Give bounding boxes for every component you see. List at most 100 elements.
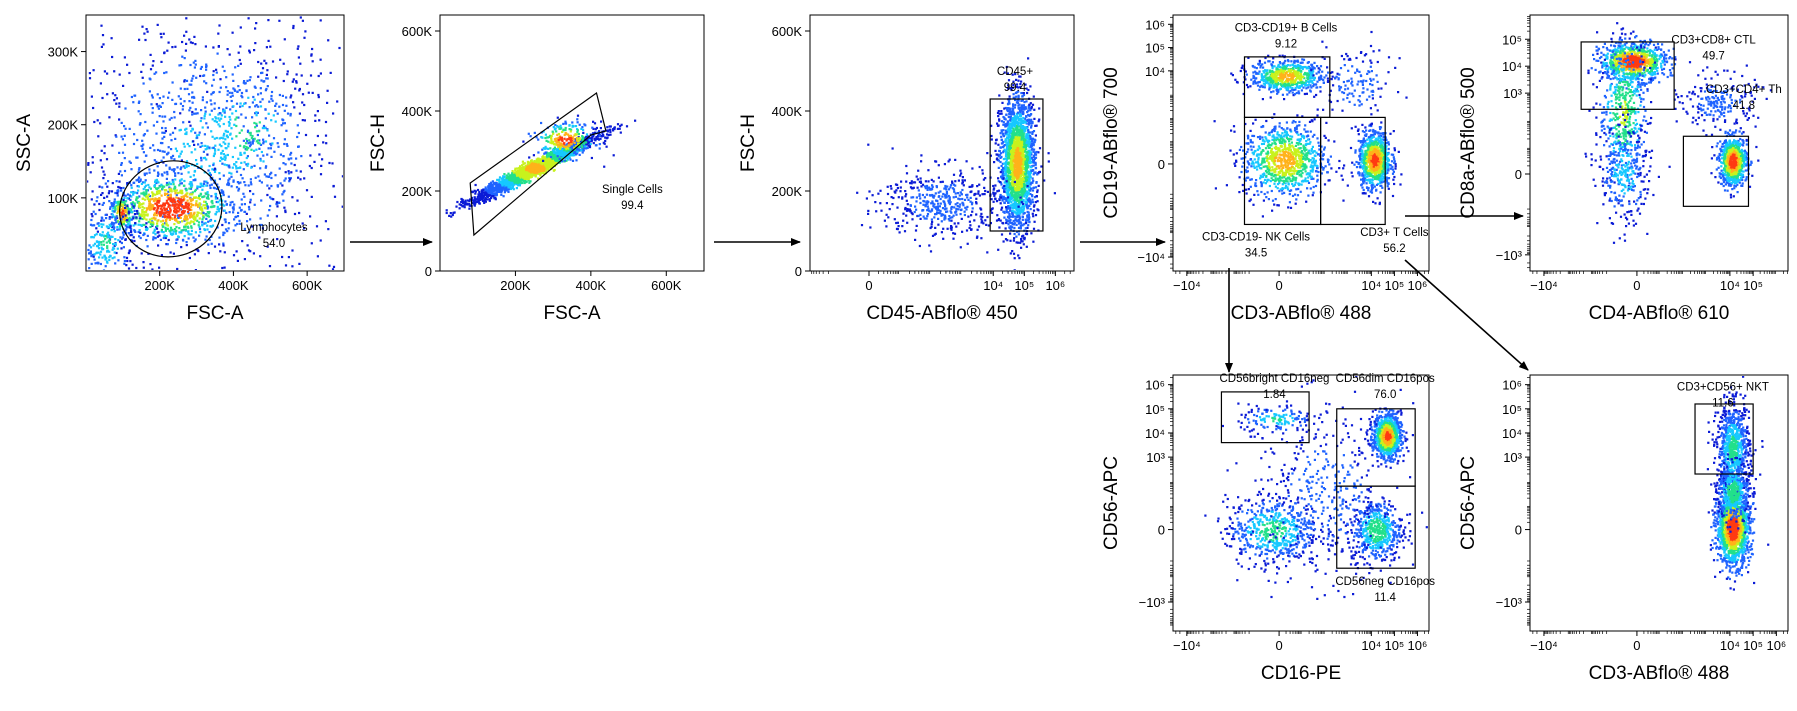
event-dot [181,173,183,175]
event-dot [229,211,231,213]
event-dot [212,46,214,48]
event-dot [540,122,542,124]
event-dot [219,160,221,162]
event-dot [297,124,299,126]
event-dot [146,189,148,191]
event-dot [111,229,113,231]
event-dot [139,124,141,126]
event-dot [115,217,117,219]
event-dot [182,105,184,107]
event-dot [334,196,336,198]
event-dot [135,157,137,159]
event-dot [164,172,166,174]
event-dot [514,168,516,170]
event-dot [609,134,611,136]
event-dot [158,213,160,215]
event-dot [595,128,597,130]
event-dot [300,170,302,172]
event-dot [131,96,133,98]
event-dot [130,234,132,236]
event-dot [283,191,285,193]
event-dot [217,149,219,151]
event-dot [177,235,179,237]
event-dot [577,115,579,117]
event-dot [574,152,576,154]
event-dot [206,235,208,237]
event-dot [320,59,322,61]
event-dot [170,227,172,229]
event-dot [563,149,565,151]
event-dot [109,224,111,226]
event-dot [484,200,486,202]
event-dot [205,218,207,220]
event-dot [550,152,552,154]
event-dot [609,125,611,127]
event-dot [531,159,533,161]
event-dot [141,203,143,205]
event-dot [91,215,93,217]
event-dot [174,204,176,206]
event-dot [289,178,291,180]
event-dot [477,198,479,200]
event-dot [119,227,121,229]
event-dot [152,224,154,226]
event-dot [191,230,193,232]
event-dot [148,194,150,196]
event-dot [168,239,170,241]
event-dot [175,230,177,232]
event-dot [220,137,222,139]
event-dot [101,186,103,188]
event-dot [199,198,201,200]
event-dot [90,171,92,173]
event-dot [196,163,198,165]
event-dot [159,214,161,216]
event-dot [180,88,182,90]
event-dot [91,224,93,226]
event-dot [312,60,314,62]
event-dot [123,234,125,236]
event-dot [148,207,150,209]
event-dot [318,96,320,98]
event-dot [255,111,257,113]
event-dot [254,42,256,44]
event-dot [548,153,550,155]
event-dot [128,267,130,269]
event-dot [249,132,251,134]
event-dot [565,123,567,125]
event-dot [309,215,311,217]
event-dot [163,237,165,239]
event-dot [117,239,119,241]
event-dot [161,229,163,231]
event-dot [243,140,245,142]
event-dot [579,124,581,126]
event-dot [198,212,200,214]
event-dot [333,266,335,268]
event-dot [173,253,175,255]
event-dot [112,205,114,207]
event-dot [166,171,168,173]
event-dot [198,235,200,237]
event-dot [200,212,202,214]
event-dot [523,173,525,175]
event-dot [108,192,110,194]
event-dot [249,218,251,220]
event-dot [536,172,538,174]
event-dot [101,247,103,249]
event-dot [181,41,183,43]
event-dot [149,201,151,203]
event-dot [269,173,271,175]
event-dot [268,113,270,115]
event-dot [173,170,175,172]
event-dot [152,204,154,206]
event-dot [124,56,126,58]
event-dot [292,27,294,29]
event-dot [147,235,149,237]
event-dot [134,192,136,194]
event-dot [142,63,144,65]
event-dot [114,198,116,200]
event-dot [105,235,107,237]
event-dot [106,158,108,160]
event-dot [243,181,245,183]
event-dot [285,177,287,179]
event-dot [567,145,569,147]
